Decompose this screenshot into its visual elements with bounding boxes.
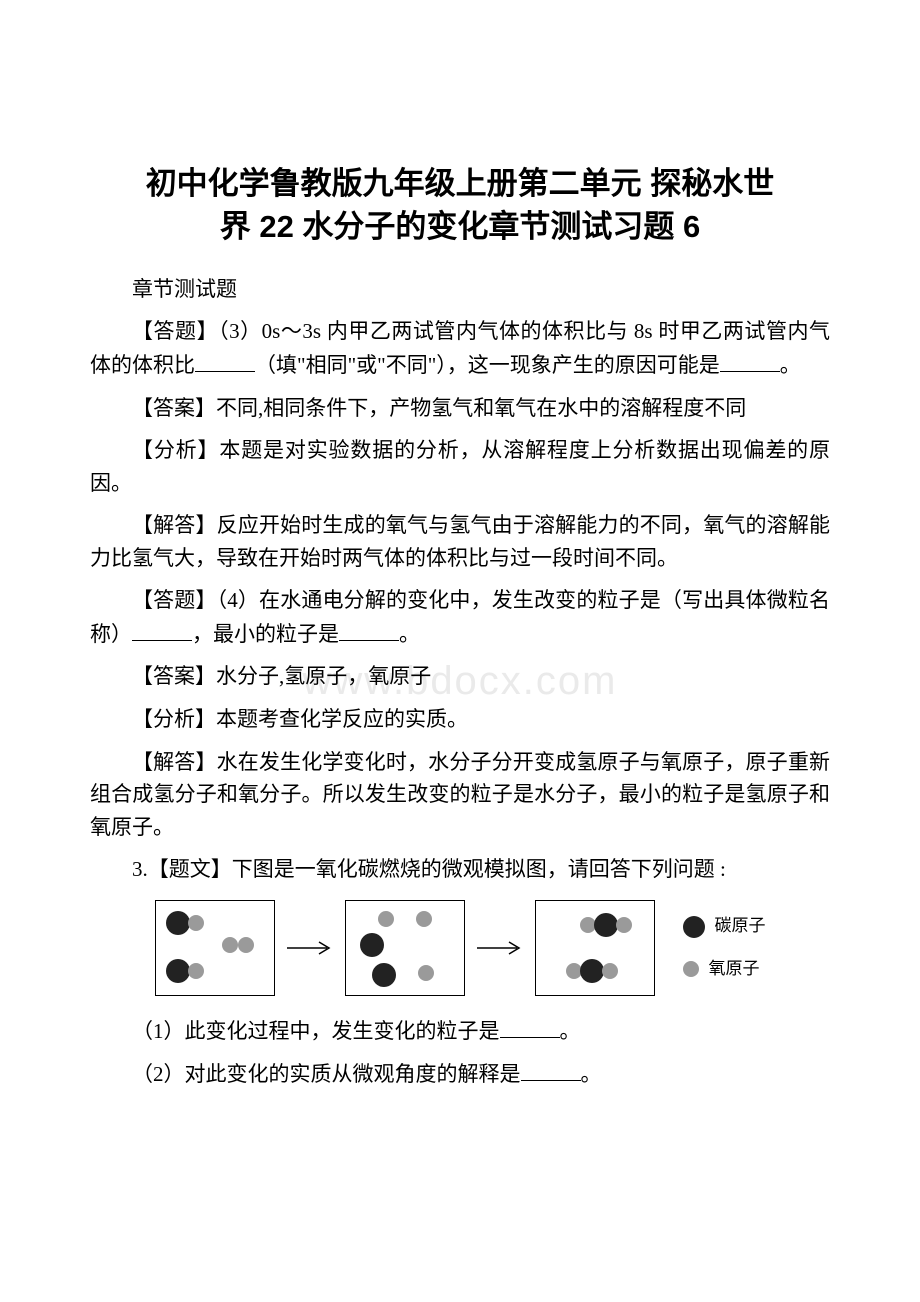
blank-field[interactable] <box>339 617 399 641</box>
carbon-atom-icon <box>360 933 384 957</box>
blank-field[interactable] <box>500 1014 560 1038</box>
q3-text-c: 。 <box>780 353 801 377</box>
oxygen-atom-icon <box>378 911 394 927</box>
section-heading: 章节测试题 <box>90 273 830 306</box>
blank-field[interactable] <box>132 617 192 641</box>
arrow-icon <box>475 938 525 958</box>
q4-text-c: 。 <box>399 622 420 646</box>
sub-question-2: （2）对此变化的实质从微观角度的解释是 。 <box>90 1057 830 1091</box>
question-3: 【答题】（3）0s～3s 内甲乙两试管内气体的体积比与 8s 时甲乙两试管内气体… <box>90 315 830 381</box>
carbon-atom-icon <box>166 959 190 983</box>
answer-3: 【答案】不同,相同条件下，产物氢气和氧气在水中的溶解程度不同 <box>90 392 830 425</box>
sq2-text-b: 。 <box>581 1062 602 1086</box>
oxygen-atom-icon <box>222 937 238 953</box>
reaction-diagram: 碳原子 氧原子 <box>90 900 830 996</box>
sub-question-1: （1）此变化过程中，发生变化的粒子是 。 <box>90 1014 830 1048</box>
carbon-atom-icon <box>372 963 396 987</box>
title-line-2: 界 22 水分子的变化章节测试习题 6 <box>220 209 701 244</box>
question-3-stem: 3.【题文】下图是一氧化碳燃烧的微观模拟图，请回答下列问题 : <box>90 853 830 886</box>
blank-field[interactable] <box>521 1057 581 1081</box>
diagram-box-3 <box>535 900 655 996</box>
carbon-atom-icon <box>166 911 190 935</box>
explain-4: 【解答】水在发生化学变化时，水分子分开变成氢原子与氧原子，原子重新组合成氢分子和… <box>90 746 830 844</box>
legend-carbon: 碳原子 <box>683 913 766 939</box>
oxygen-atom-icon <box>188 963 204 979</box>
carbon-atom-icon <box>580 959 604 983</box>
q4-text-b: ，最小的粒子是 <box>192 622 339 646</box>
diagram-legend: 碳原子 氧原子 <box>683 913 766 982</box>
oxygen-atom-icon <box>188 915 204 931</box>
diagram-box-1 <box>155 900 275 996</box>
document-title: 初中化学鲁教版九年级上册第二单元 探秘水世 界 22 水分子的变化章节测试习题 … <box>90 162 830 249</box>
oxygen-atom-icon <box>238 937 254 953</box>
oxygen-atom-icon <box>683 961 699 977</box>
arrow-icon <box>285 938 335 958</box>
legend-oxygen: 氧原子 <box>683 956 766 982</box>
legend-oxygen-label: 氧原子 <box>709 956 760 982</box>
diagram-box-2 <box>345 900 465 996</box>
oxygen-atom-icon <box>602 963 618 979</box>
blank-field[interactable] <box>195 348 255 372</box>
legend-carbon-label: 碳原子 <box>715 913 766 939</box>
q3-text-b: （填"相同"或"不同"），这一现象产生的原因可能是 <box>255 353 720 377</box>
blank-field[interactable] <box>720 348 780 372</box>
title-line-1: 初中化学鲁教版九年级上册第二单元 探秘水世 <box>146 166 775 201</box>
analysis-4: 【分析】本题考查化学反应的实质。 <box>90 703 830 736</box>
carbon-atom-icon <box>594 913 618 937</box>
oxygen-atom-icon <box>616 917 632 933</box>
oxygen-atom-icon <box>418 965 434 981</box>
sq1-text-b: 。 <box>560 1019 581 1043</box>
carbon-atom-icon <box>683 916 705 938</box>
oxygen-atom-icon <box>416 911 432 927</box>
question-4: 【答题】（4）在水通电分解的变化中，发生改变的粒子是（写出具体微粒名称），最小的… <box>90 584 830 650</box>
explain-3: 【解答】反应开始时生成的氧气与氢气由于溶解能力的不同，氧气的溶解能力比氢气大，导… <box>90 509 830 574</box>
analysis-3: 【分析】本题是对实验数据的分析，从溶解程度上分析数据出现偏差的原因。 <box>90 434 830 499</box>
sq1-text-a: （1）此变化过程中，发生变化的粒子是 <box>132 1019 500 1043</box>
sq2-text-a: （2）对此变化的实质从微观角度的解释是 <box>132 1062 521 1086</box>
answer-4: 【答案】水分子,氢原子，氧原子 <box>90 660 830 693</box>
